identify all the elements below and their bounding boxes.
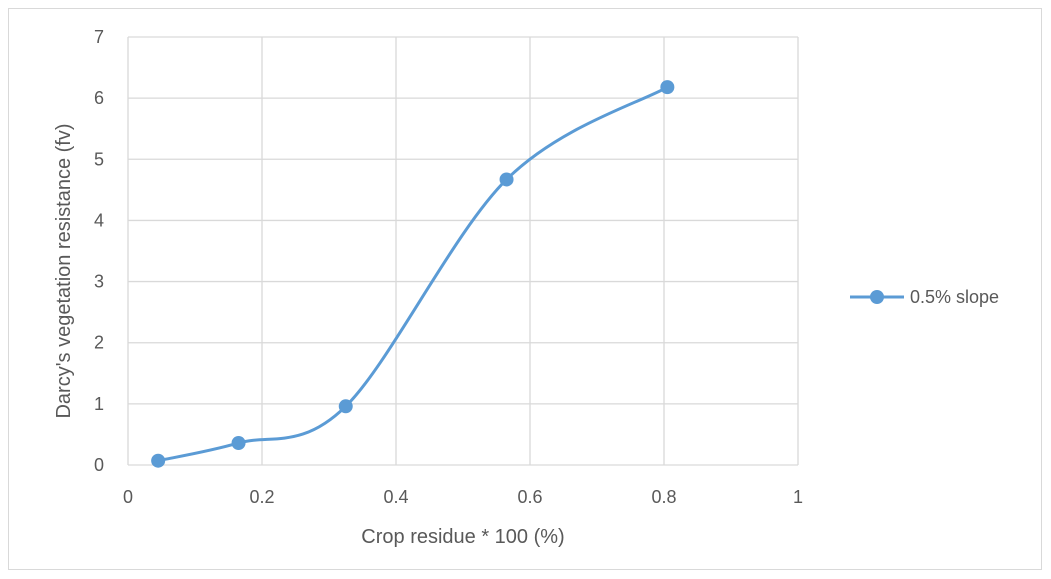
x-tick-label: 0.4 [383, 487, 408, 507]
series-line [157, 85, 669, 463]
data-point-marker [151, 453, 166, 468]
y-tick-label: 4 [94, 210, 104, 230]
y-tick-label: 7 [94, 27, 104, 47]
legend-marker [870, 290, 884, 304]
x-tick-label: 1 [793, 487, 803, 507]
x-tick-label: 0.2 [249, 487, 274, 507]
legend: 0.5% slope [850, 287, 999, 307]
x-tick-label: 0 [123, 487, 133, 507]
data-point-marker [338, 399, 353, 414]
legend-label: 0.5% slope [910, 287, 999, 307]
y-tick-label: 3 [94, 272, 104, 292]
chart-frame [8, 8, 1042, 570]
data-point-marker [499, 172, 514, 187]
y-tick-label: 2 [94, 333, 104, 353]
x-tick-label: 0.6 [517, 487, 542, 507]
y-axis-title: Darcy's vegetation resistance (fv) [53, 123, 75, 418]
x-tick-label: 0.8 [651, 487, 676, 507]
y-tick-label: 1 [94, 394, 104, 414]
data-point-marker [231, 435, 246, 450]
y-axis-ticks: 0 1 2 3 4 5 6 7 [94, 27, 104, 475]
y-tick-label: 5 [94, 149, 104, 169]
series-layer [151, 80, 675, 468]
x-axis-ticks: 0 0.2 0.4 0.6 0.8 1 [123, 487, 803, 507]
y-tick-label: 0 [94, 455, 104, 475]
x-axis-title: Crop residue * 100 (%) [361, 526, 564, 548]
grid [127, 36, 799, 466]
y-tick-label: 6 [94, 88, 104, 108]
data-point-marker [660, 80, 675, 95]
